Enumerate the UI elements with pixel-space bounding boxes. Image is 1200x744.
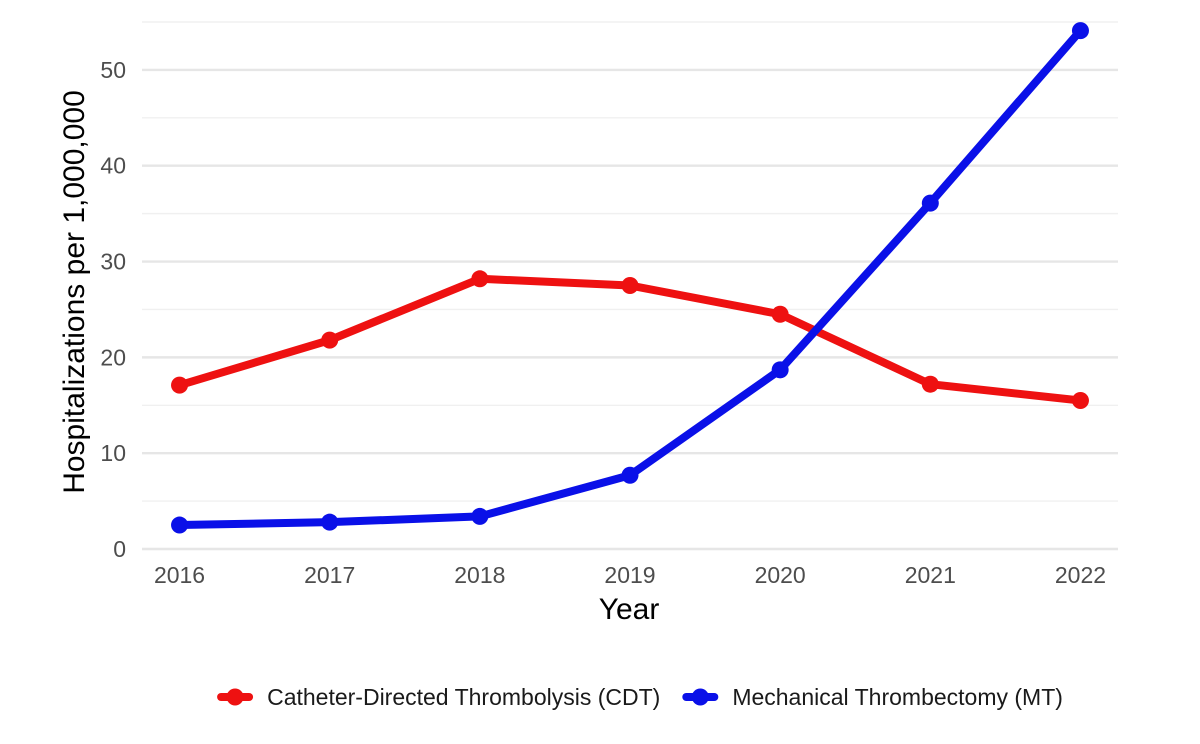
- series-1: [171, 270, 1089, 409]
- y-axis-title: Hospitalizations per 1,000,000: [58, 90, 91, 494]
- x-tick-label: 2018: [454, 562, 505, 588]
- legend-key: [217, 688, 254, 706]
- data-point: [621, 277, 639, 294]
- legend-item-1: Catheter-Directed Thrombolysis (CDT): [217, 684, 660, 710]
- x-axis-ticks: 2016 2017 2018 2019 2020 2021 2022: [154, 562, 1106, 588]
- data-point: [1071, 22, 1089, 40]
- data-point: [921, 194, 939, 212]
- y-tick-label: 20: [100, 344, 126, 370]
- legend-item-2: Mechanical Thrombectomy (MT): [682, 684, 1063, 710]
- data-point: [321, 513, 339, 531]
- x-tick-label: 2016: [154, 562, 205, 588]
- data-point: [171, 516, 189, 534]
- data-point: [771, 305, 789, 323]
- series-lines: [171, 22, 1089, 534]
- data-point: [621, 466, 639, 484]
- data-point: [171, 376, 189, 394]
- x-axis-title: Year: [599, 593, 660, 626]
- legend: Catheter-Directed Thrombolysis (CDT) Mech…: [217, 684, 1063, 710]
- x-tick-label: 2020: [755, 562, 806, 588]
- x-tick-label: 2019: [604, 562, 655, 588]
- legend-label: Mechanical Thrombectomy (MT): [732, 684, 1063, 710]
- x-tick-label: 2017: [304, 562, 355, 588]
- series-2: [171, 22, 1089, 534]
- legend-key: [682, 688, 719, 706]
- y-axis-ticks: 0 10 20 30 40 50: [100, 57, 126, 562]
- data-point: [921, 375, 939, 393]
- legend-label: Catheter-Directed Thrombolysis (CDT): [267, 684, 660, 710]
- y-tick-label: 40: [100, 153, 126, 179]
- data-point: [471, 507, 489, 525]
- data-point: [471, 270, 489, 288]
- y-tick-label: 30: [100, 249, 126, 275]
- series-line: [175, 274, 1085, 405]
- gridlines: [142, 21, 1118, 551]
- x-tick-label: 2021: [905, 562, 956, 588]
- data-point: [321, 331, 339, 349]
- y-tick-label: 50: [100, 57, 126, 83]
- data-point: [771, 361, 789, 379]
- data-point: [1071, 391, 1089, 409]
- y-tick-label: 10: [100, 440, 126, 466]
- x-tick-label: 2022: [1055, 562, 1106, 588]
- y-tick-label: 0: [113, 536, 126, 562]
